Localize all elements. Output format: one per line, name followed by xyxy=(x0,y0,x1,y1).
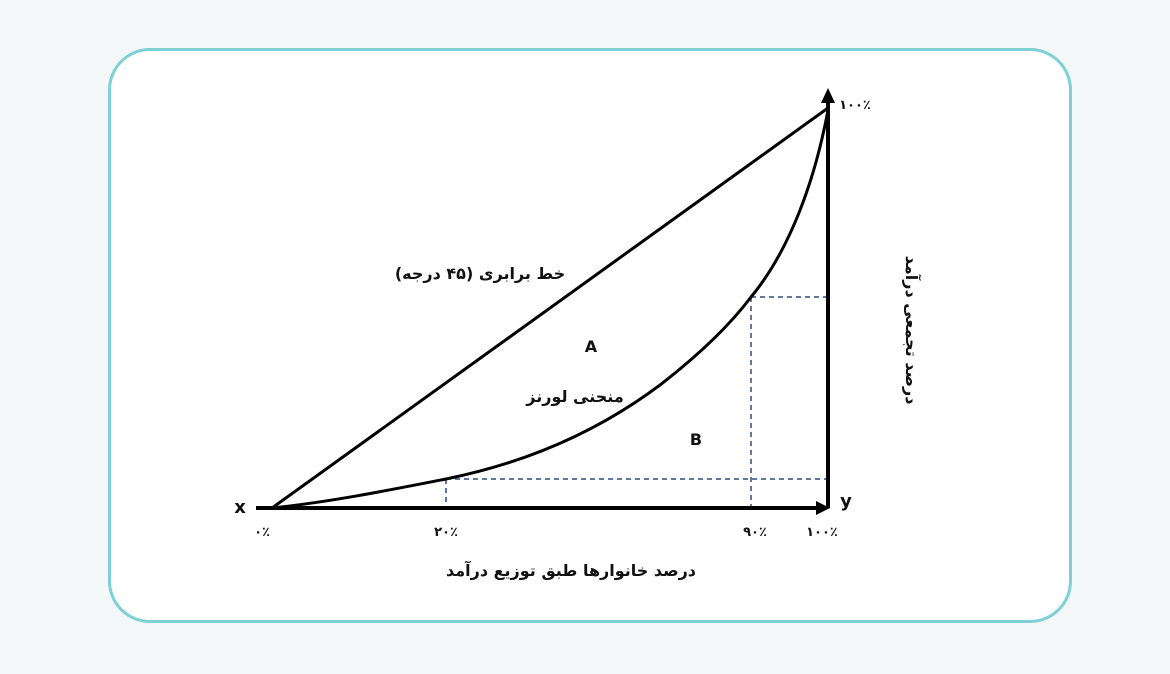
equality-line-label: خط برابری (۴۵ درجه) xyxy=(395,264,565,283)
y-axis-letter: y xyxy=(840,491,852,512)
x-axis-letter: x xyxy=(234,497,246,518)
x-tick-20: ۲۰٪ xyxy=(434,525,458,540)
y-axis-title: درصد تجمعی درآمد xyxy=(902,256,922,405)
region-a-label: A xyxy=(585,337,598,356)
y-tick-100: ۱۰۰٪ xyxy=(839,98,871,113)
x-axis-arrow xyxy=(816,501,830,515)
lorenz-curve xyxy=(271,109,830,510)
x-tick-0: ۰٪ xyxy=(254,525,270,540)
lorenz-curve-label: منحنی لورنز xyxy=(525,387,623,406)
x-tick-90: ۹۰٪ xyxy=(743,525,767,540)
equality-line xyxy=(271,106,829,510)
guide-lines xyxy=(445,296,828,507)
diagram-card xyxy=(108,48,1072,623)
region-b-label: B xyxy=(690,430,702,449)
x-axis-title: درصد خانوارها طبق توزیع درآمد xyxy=(446,560,696,580)
x-tick-100: ۱۰۰٪ xyxy=(806,525,838,540)
y-axis-arrow xyxy=(821,88,835,103)
